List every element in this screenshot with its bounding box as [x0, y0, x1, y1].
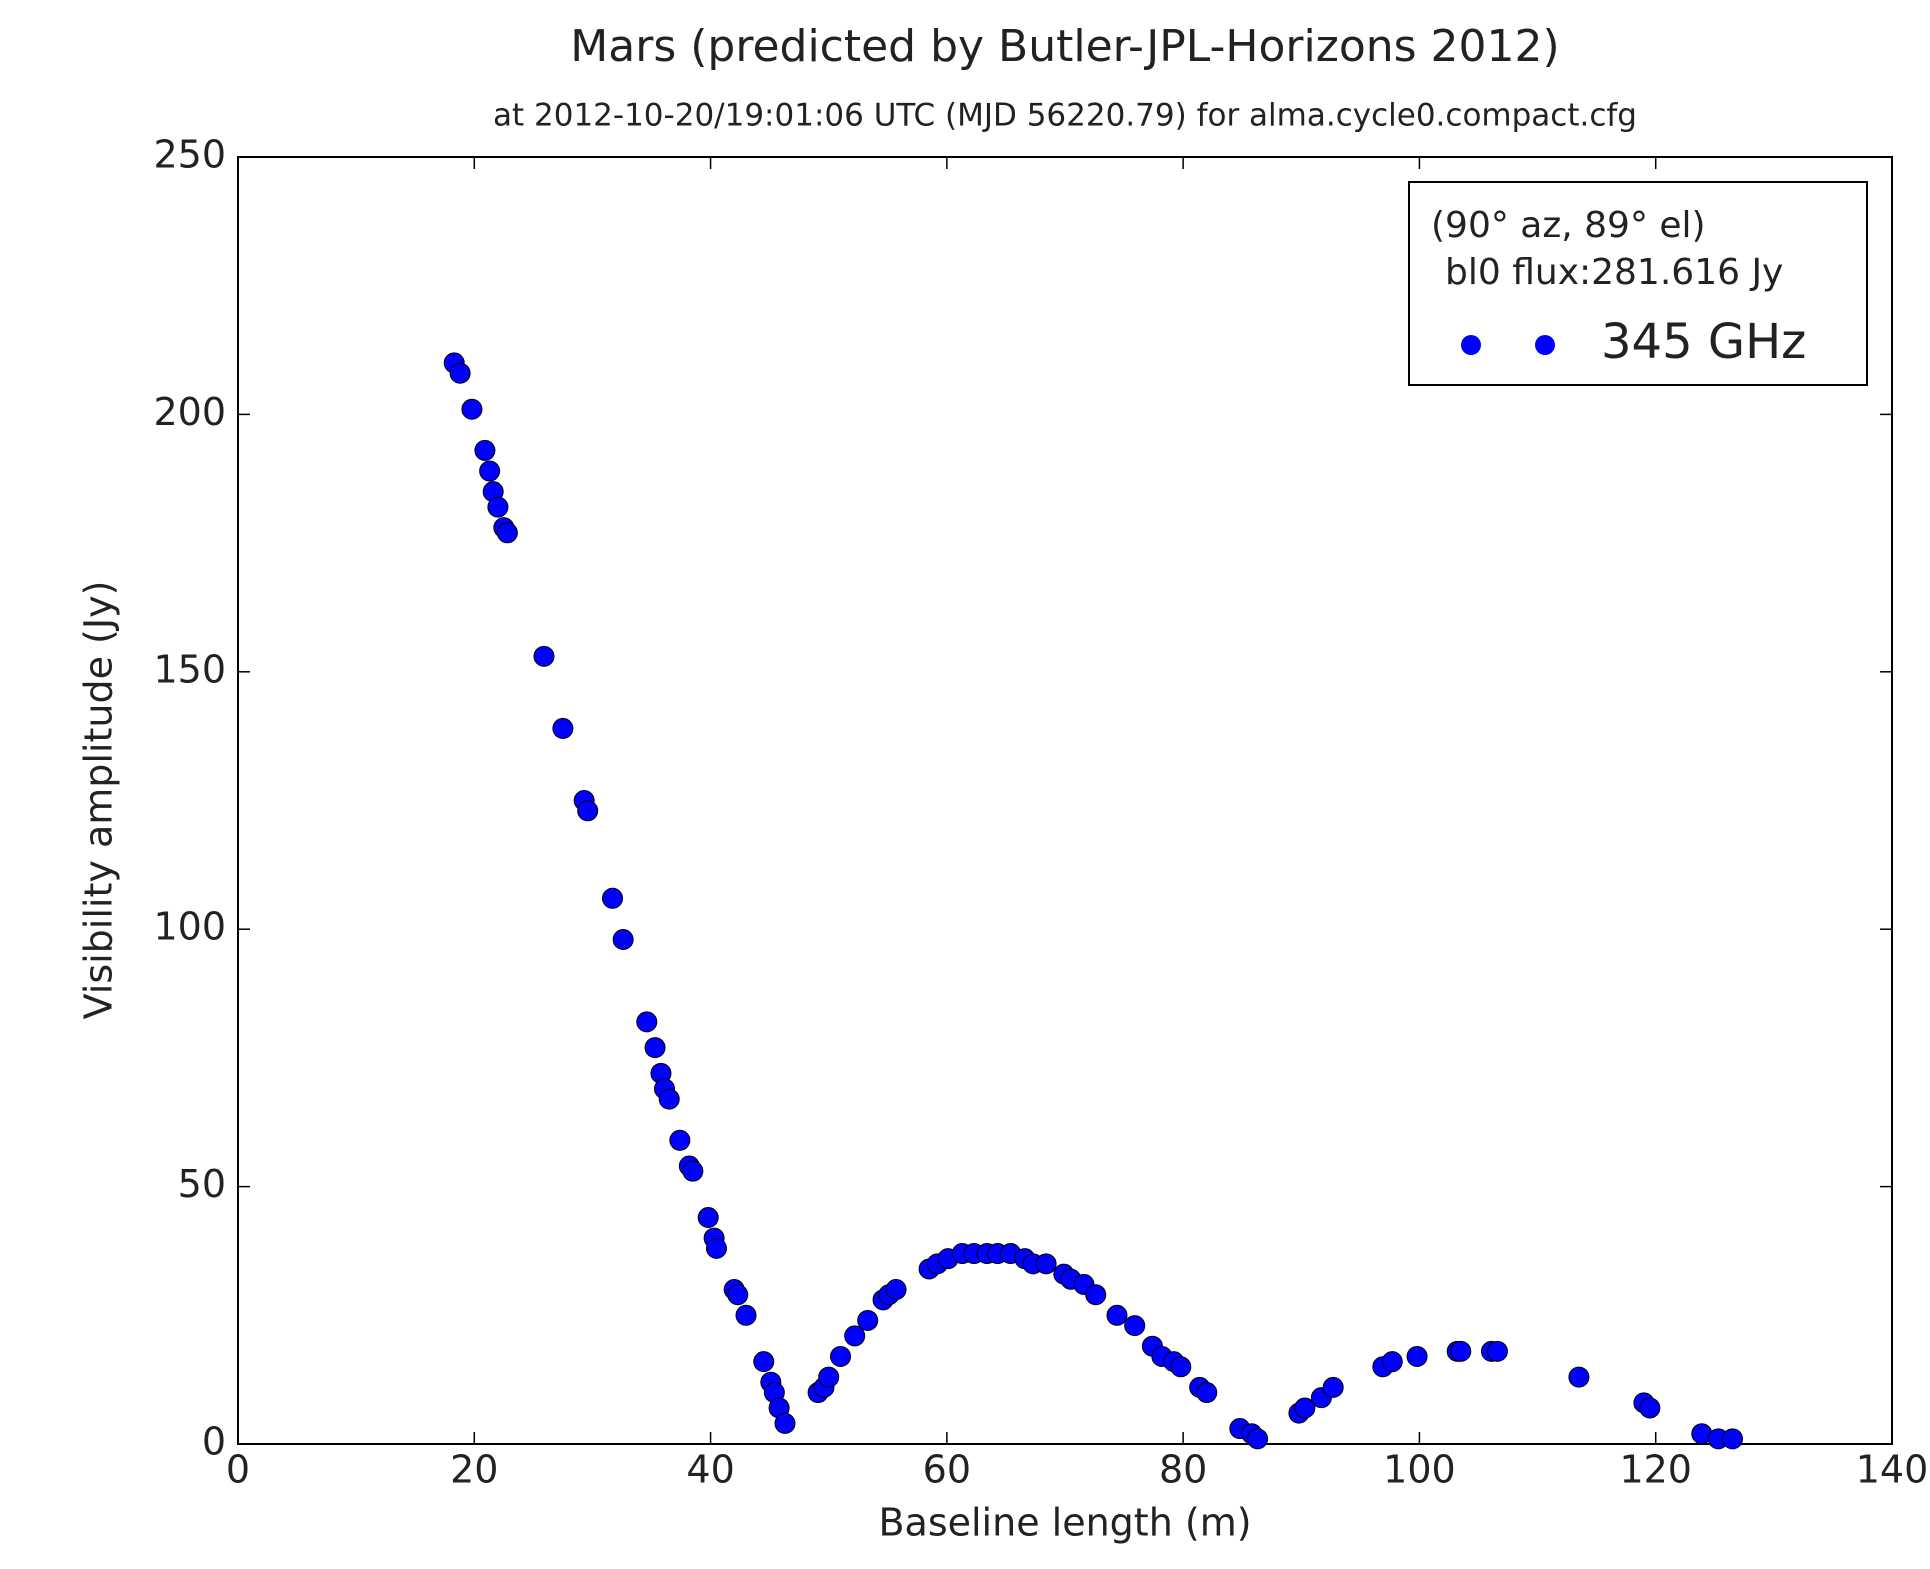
point [636, 1011, 658, 1033]
point [753, 1351, 775, 1373]
plot-frame [237, 156, 1893, 1445]
point [449, 362, 471, 384]
chart-subtitle: at 2012-10-20/19:01:06 UTC (MJD 56220.79… [493, 98, 1637, 134]
y-tick-label: 100 [153, 905, 226, 949]
legend-annotation: bl0 flux:281.616 Jy [1445, 252, 1783, 293]
point [727, 1284, 749, 1306]
point [1170, 1356, 1192, 1378]
point [1035, 1253, 1057, 1275]
x-tick-label: 40 [686, 1448, 734, 1492]
legend-label: 345 GHz [1601, 314, 1806, 370]
x-axis-label: Baseline length (m) [878, 1501, 1251, 1545]
point [644, 1037, 666, 1059]
point [1381, 1351, 1403, 1373]
chart-title: Mars (predicted by Butler-JPL-Horizons 2… [570, 21, 1559, 72]
point [1247, 1428, 1269, 1450]
point [474, 439, 496, 461]
point [658, 1088, 680, 1110]
point [602, 887, 624, 909]
point [818, 1366, 840, 1388]
x-tick-label: 120 [1619, 1448, 1692, 1492]
point [461, 398, 483, 420]
x-tick-label: 0 [226, 1448, 250, 1492]
point [1124, 1315, 1146, 1337]
point [1639, 1397, 1661, 1419]
point [1106, 1304, 1128, 1326]
y-tick-label: 250 [153, 133, 226, 177]
y-axis-label: Visibility amplitude (Jy) [77, 581, 121, 1020]
point [533, 645, 555, 667]
point [774, 1412, 796, 1434]
point [735, 1304, 757, 1326]
point [577, 800, 599, 822]
y-tick-label: 50 [178, 1162, 226, 1206]
point [1486, 1340, 1508, 1362]
x-tick-label: 20 [450, 1448, 498, 1492]
point [669, 1129, 691, 1151]
x-tick-label: 140 [1856, 1448, 1929, 1492]
x-tick-label: 80 [1159, 1448, 1207, 1492]
point [1722, 1428, 1744, 1450]
point [1406, 1345, 1428, 1367]
point [1196, 1382, 1218, 1404]
point [885, 1279, 907, 1301]
legend-marker [1535, 335, 1555, 355]
point [1322, 1376, 1344, 1398]
point [857, 1309, 879, 1331]
point [487, 496, 509, 518]
point [479, 460, 501, 482]
y-tick-label: 0 [202, 1420, 226, 1464]
x-tick-label: 100 [1383, 1448, 1456, 1492]
point [844, 1325, 866, 1347]
point [682, 1160, 704, 1182]
legend-annotation: (90° az, 89° el) [1431, 205, 1706, 246]
point [1568, 1366, 1590, 1388]
point [705, 1237, 727, 1259]
point [830, 1345, 852, 1367]
y-tick-label: 200 [153, 390, 226, 434]
y-tick-label: 150 [153, 647, 226, 691]
point [697, 1206, 719, 1228]
point [1085, 1284, 1107, 1306]
point [496, 522, 518, 544]
point [1294, 1397, 1316, 1419]
point [552, 717, 574, 739]
legend-marker [1461, 335, 1481, 355]
x-tick-label: 60 [923, 1448, 971, 1492]
point [612, 928, 634, 950]
point [1450, 1340, 1472, 1362]
legend-box [1408, 181, 1868, 386]
